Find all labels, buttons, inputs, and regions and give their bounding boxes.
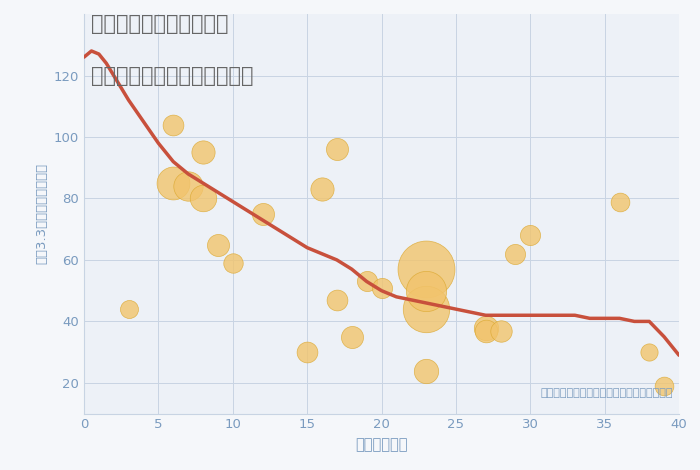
Point	[421, 306, 432, 313]
Text: 奈良県吉野郡大淀町下渕: 奈良県吉野郡大淀町下渕	[91, 14, 228, 34]
Point	[302, 348, 313, 356]
Point	[346, 333, 357, 341]
Y-axis label: 坪（3.3㎡）単価（万円）: 坪（3.3㎡）単価（万円）	[35, 163, 48, 265]
X-axis label: 築年数（年）: 築年数（年）	[355, 437, 407, 452]
Point	[495, 327, 506, 334]
Point	[197, 195, 209, 202]
Point	[421, 266, 432, 273]
Point	[361, 278, 372, 285]
Point	[525, 232, 536, 239]
Point	[183, 182, 194, 190]
Point	[421, 287, 432, 294]
Point	[614, 198, 625, 205]
Point	[123, 306, 134, 313]
Point	[331, 146, 342, 153]
Point	[510, 250, 521, 258]
Point	[480, 324, 491, 331]
Point	[331, 296, 342, 304]
Point	[480, 327, 491, 334]
Point	[197, 149, 209, 156]
Point	[376, 284, 387, 291]
Point	[257, 210, 268, 218]
Point	[168, 180, 179, 187]
Point	[659, 382, 670, 390]
Text: 円の大きさは、取引のあった物件面積を示す: 円の大きさは、取引のあった物件面積を示す	[540, 388, 673, 398]
Point	[421, 367, 432, 374]
Point	[168, 121, 179, 128]
Point	[227, 259, 238, 267]
Point	[316, 186, 328, 193]
Text: 築年数別中古マンション価格: 築年数別中古マンション価格	[91, 66, 253, 86]
Point	[212, 241, 223, 248]
Point	[644, 348, 655, 356]
